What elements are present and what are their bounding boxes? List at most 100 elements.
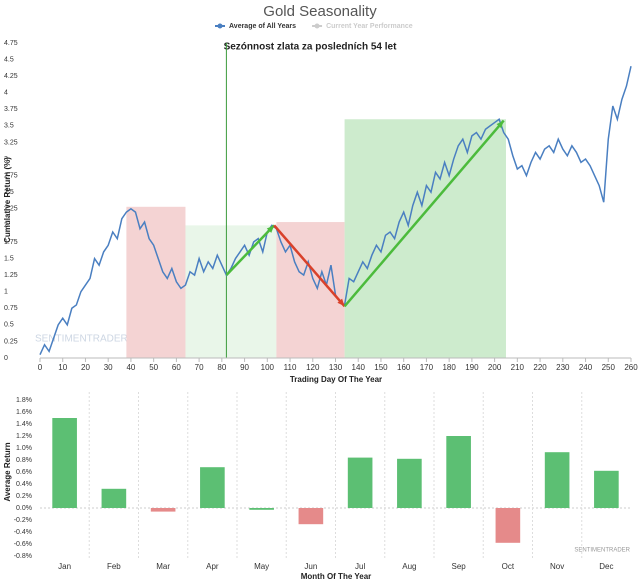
y-tick-label: -0.2% bbox=[14, 517, 32, 524]
bar bbox=[495, 508, 521, 543]
y-tick-label: 0.4% bbox=[16, 481, 32, 488]
y-tick-label: 0.8% bbox=[16, 457, 32, 464]
bar bbox=[249, 508, 274, 510]
x-tick-label: 160 bbox=[397, 363, 411, 372]
x-tick-label: 210 bbox=[511, 363, 525, 372]
bar bbox=[101, 488, 127, 508]
x-tick-label: 220 bbox=[533, 363, 547, 372]
x-tick-label: 200 bbox=[488, 363, 502, 372]
x-tick-label: 260 bbox=[624, 363, 638, 372]
y-tick-label: 1.75 bbox=[4, 239, 18, 246]
x-tick-label: Apr bbox=[206, 562, 219, 571]
x-tick-label: 140 bbox=[352, 363, 366, 372]
y-tick-label: 3.25 bbox=[4, 139, 18, 146]
y-tick-label: 3 bbox=[4, 156, 8, 163]
y-tick-label: 1 bbox=[4, 289, 8, 296]
x-tick-label: Dec bbox=[599, 562, 613, 571]
y-tick-label: 0.6% bbox=[16, 469, 32, 476]
x-tick-label: 20 bbox=[81, 363, 90, 372]
x-tick-label: 100 bbox=[261, 363, 275, 372]
shaded-region bbox=[344, 119, 506, 359]
legend-swatch bbox=[217, 23, 223, 29]
x-axis-label: Trading Day Of The Year bbox=[290, 375, 382, 384]
y-tick-label: -0.8% bbox=[14, 553, 32, 560]
y-tick-label: -0.6% bbox=[14, 541, 32, 548]
x-tick-label: 30 bbox=[104, 363, 113, 372]
y-axis-label: Cumulative Return (%) bbox=[3, 157, 12, 243]
bar bbox=[544, 452, 570, 508]
y-tick-label: 2.25 bbox=[4, 206, 18, 213]
x-tick-label: 0 bbox=[38, 363, 43, 372]
y-tick-label: 0.5 bbox=[4, 322, 14, 329]
legend-label: Current Year Performance bbox=[326, 23, 413, 30]
y-tick-label: 0.25 bbox=[4, 338, 18, 345]
x-tick-label: 10 bbox=[58, 363, 67, 372]
shaded-region bbox=[126, 206, 186, 358]
x-tick-label: Jun bbox=[304, 562, 317, 571]
y-tick-label: 0.2% bbox=[16, 493, 32, 500]
x-tick-label: 180 bbox=[442, 363, 456, 372]
y-tick-label: 4.5 bbox=[4, 56, 14, 63]
chart-title: Gold Seasonality bbox=[263, 3, 377, 20]
shaded-region bbox=[185, 225, 277, 358]
y-tick-label: 1.6% bbox=[16, 409, 32, 416]
y-tick-label: 0 bbox=[4, 355, 8, 362]
bar bbox=[52, 418, 77, 508]
x-tick-label: Feb bbox=[107, 562, 121, 571]
shaded-region bbox=[276, 222, 345, 358]
y-tick-label: 1.0% bbox=[16, 445, 32, 452]
arrow bbox=[273, 224, 346, 308]
x-tick-label: 50 bbox=[149, 363, 158, 372]
bar bbox=[446, 436, 471, 508]
y-tick-label: 3.75 bbox=[4, 106, 18, 113]
bar bbox=[397, 458, 422, 508]
bar bbox=[298, 508, 324, 525]
x-tick-label: 40 bbox=[126, 363, 135, 372]
bar bbox=[200, 467, 225, 508]
arrow-head bbox=[337, 298, 345, 307]
legend-label: Average of All Years bbox=[229, 23, 296, 30]
x-tick-label: Aug bbox=[402, 562, 416, 571]
x-tick-label: 150 bbox=[374, 363, 388, 372]
bar bbox=[150, 508, 176, 512]
x-tick-label: Jul bbox=[355, 562, 365, 571]
y-tick-label: 4 bbox=[4, 90, 8, 97]
x-tick-label: Mar bbox=[156, 562, 170, 571]
y-tick-label: -0.4% bbox=[14, 529, 32, 536]
y-tick-label: 1.2% bbox=[16, 433, 32, 440]
y-tick-label: 2.5 bbox=[4, 189, 14, 196]
x-axis-label: Month Of The Year bbox=[301, 572, 372, 581]
y-tick-label: 2 bbox=[4, 222, 8, 229]
x-tick-label: Jan bbox=[58, 562, 71, 571]
watermark: SENTIMENTRADER bbox=[574, 548, 630, 554]
y-tick-label: 1.8% bbox=[16, 397, 32, 404]
arrow-head bbox=[496, 120, 504, 129]
arrow bbox=[225, 224, 276, 276]
x-tick-label: 230 bbox=[556, 363, 570, 372]
y-tick-label: 1.25 bbox=[4, 272, 18, 279]
legend-swatch bbox=[314, 23, 320, 29]
x-tick-label: 250 bbox=[602, 363, 616, 372]
x-tick-label: 60 bbox=[172, 363, 181, 372]
y-tick-label: 4.75 bbox=[4, 40, 18, 47]
x-tick-label: 80 bbox=[217, 363, 226, 372]
x-tick-label: 120 bbox=[306, 363, 320, 372]
y-tick-label: 2.75 bbox=[4, 172, 18, 179]
x-tick-label: 110 bbox=[284, 363, 297, 372]
y-axis-label: Average Return bbox=[3, 442, 12, 501]
annotation: Sezónnost zlata za posledních 54 let bbox=[224, 42, 397, 53]
x-tick-label: 190 bbox=[465, 363, 479, 372]
y-tick-label: 0.75 bbox=[4, 305, 18, 312]
x-tick-label: May bbox=[254, 562, 269, 571]
y-tick-label: 3.5 bbox=[4, 123, 14, 130]
x-tick-label: 170 bbox=[420, 363, 434, 372]
y-tick-label: 4.25 bbox=[4, 73, 18, 80]
y-tick-label: 1.5 bbox=[4, 255, 14, 262]
x-tick-label: 130 bbox=[329, 363, 343, 372]
y-tick-label: 1.4% bbox=[16, 421, 32, 428]
watermark: SENTIMENTRADER bbox=[35, 334, 128, 345]
x-tick-label: Oct bbox=[502, 562, 515, 571]
arrow-head bbox=[266, 225, 275, 233]
bar bbox=[594, 470, 619, 508]
